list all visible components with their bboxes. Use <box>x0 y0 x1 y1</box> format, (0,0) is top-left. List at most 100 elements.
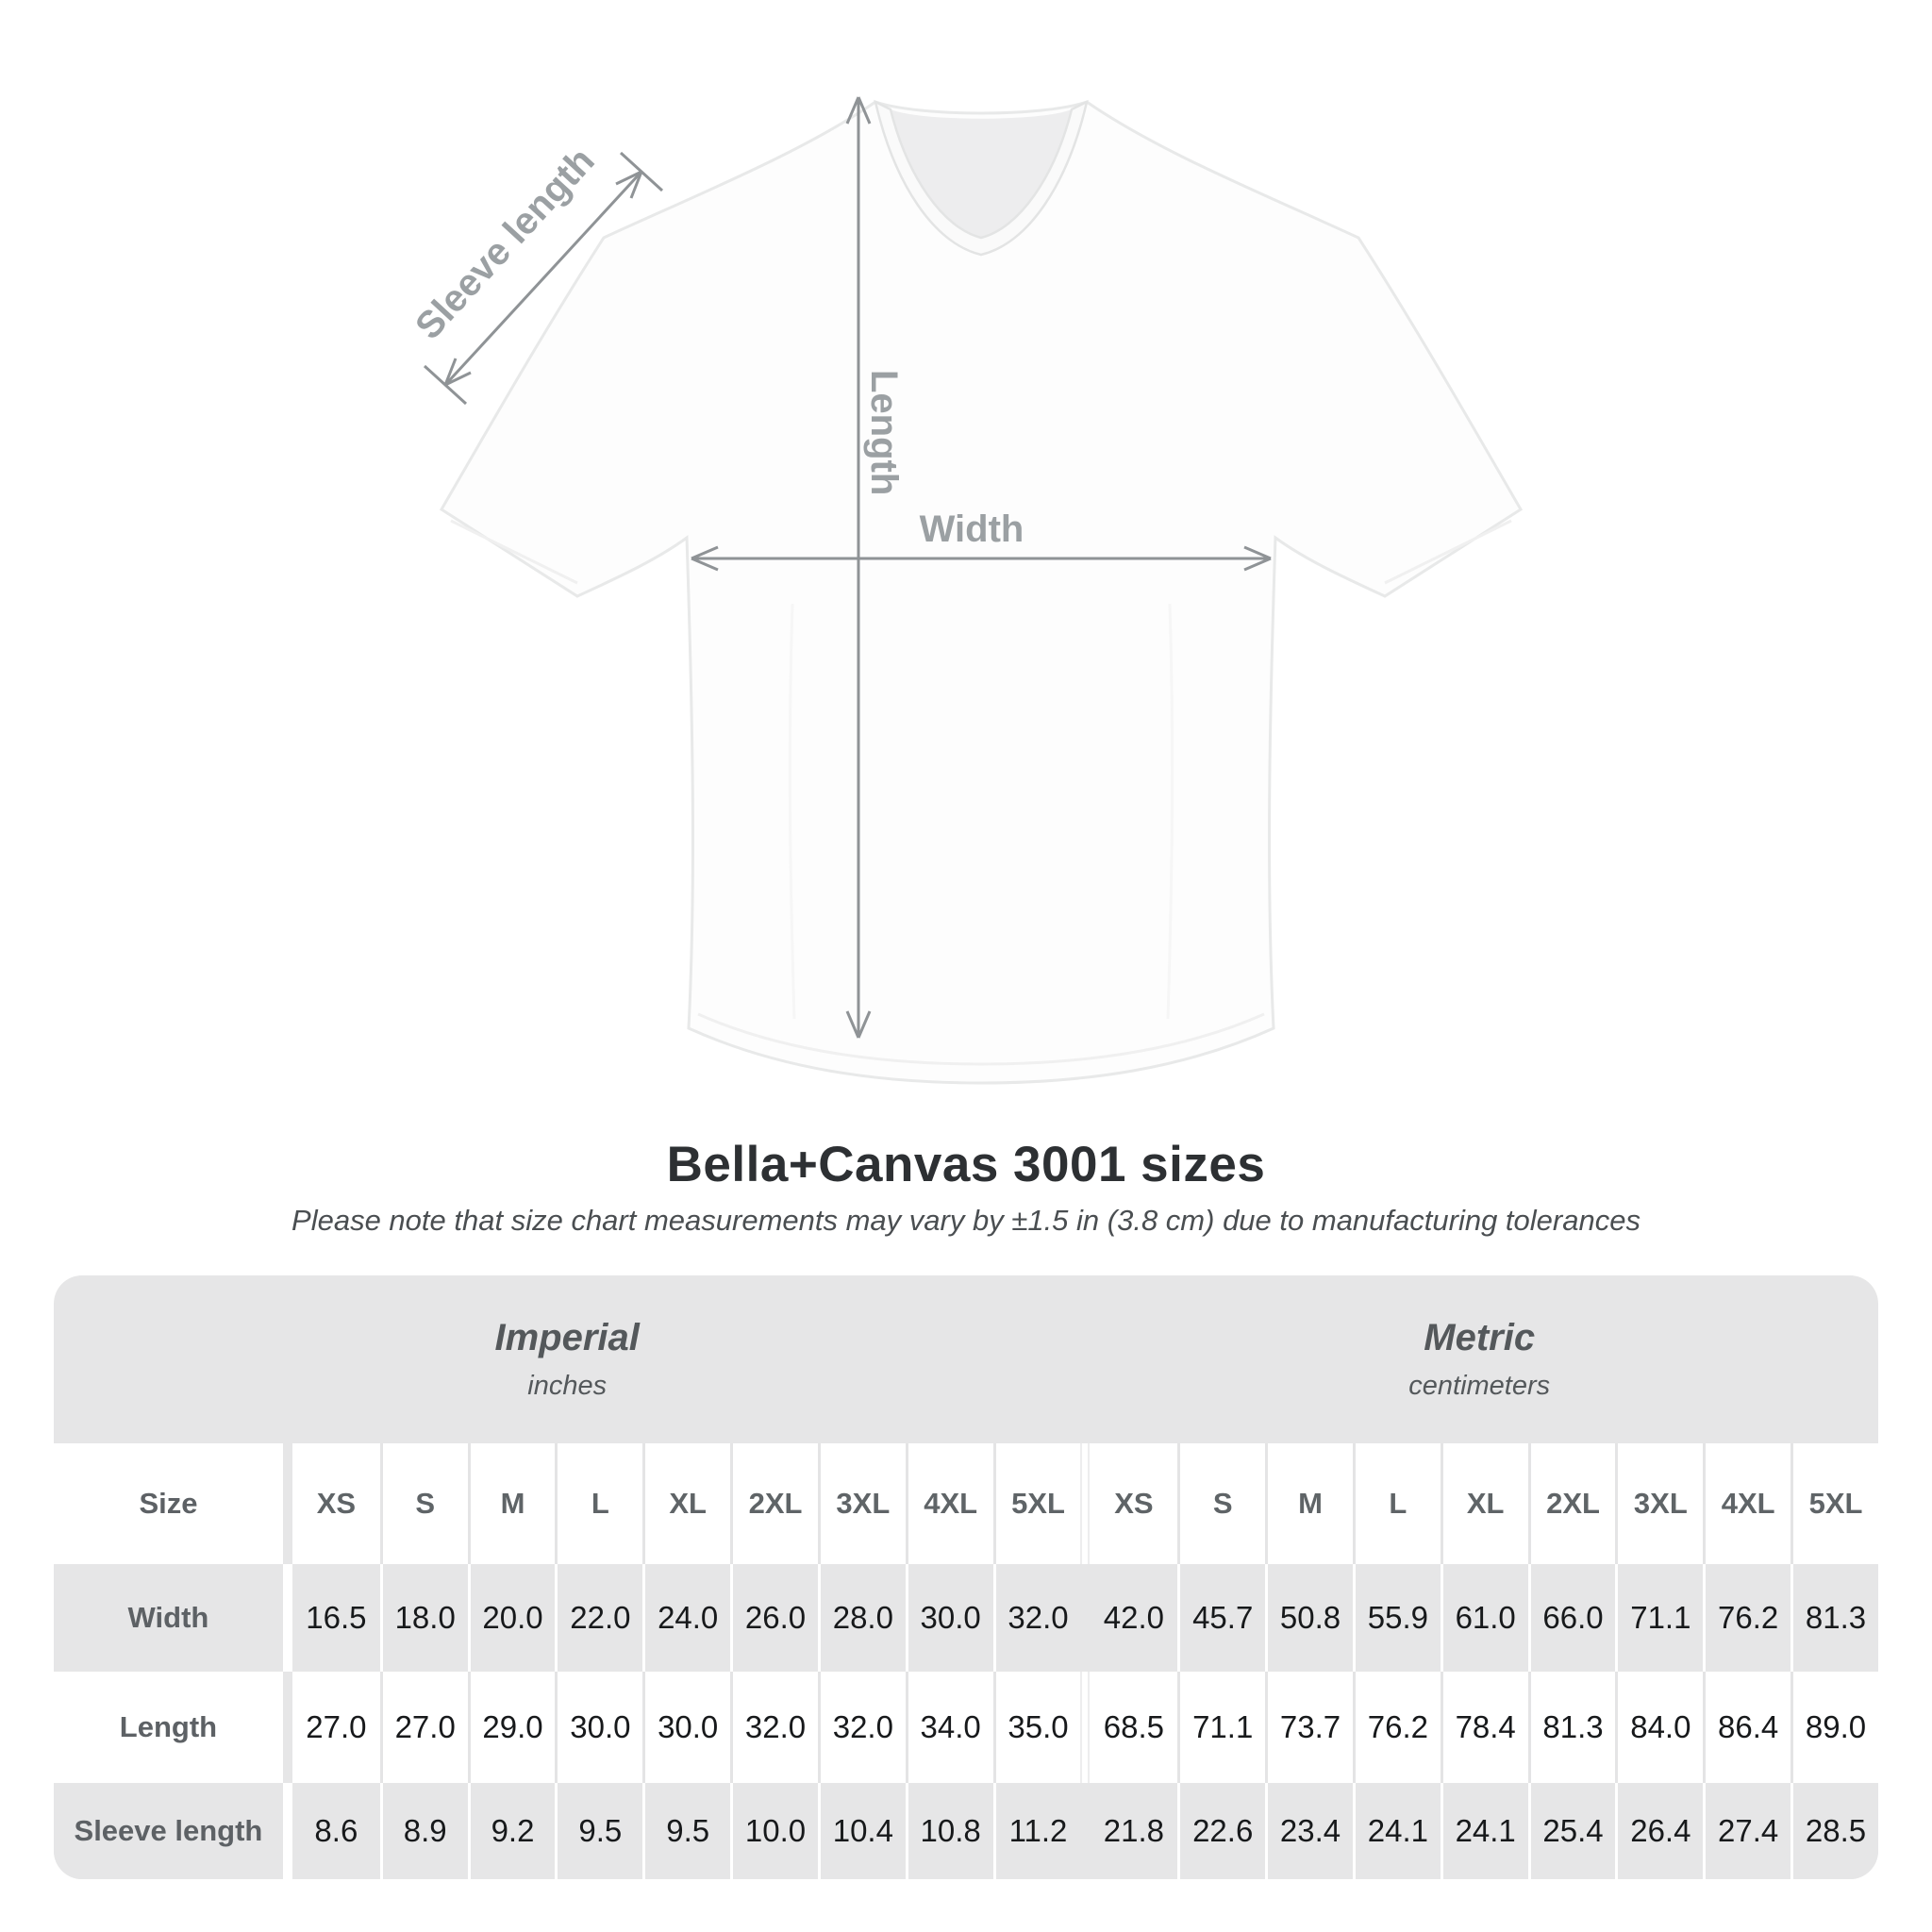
length-metric-cell: 76.2 <box>1352 1672 1441 1783</box>
unit-group-divider <box>1080 1783 1091 1879</box>
width-imperial-cell: 18.0 <box>379 1564 468 1672</box>
length-imperial-cell: 27.0 <box>379 1672 468 1783</box>
imperial-group-unit: inches <box>527 1371 608 1401</box>
length-metric-cell: 86.4 <box>1703 1672 1791 1783</box>
sleeve-metric-cell: 21.8 <box>1090 1783 1178 1879</box>
size-table-card: Imperial inches Metric centimeters Size … <box>54 1275 1878 1879</box>
size-header: XS <box>291 1443 380 1564</box>
size-header: S <box>379 1443 468 1564</box>
length-metric-cell: 84.0 <box>1615 1672 1704 1783</box>
length-imperial-cell: 35.0 <box>992 1672 1081 1783</box>
size-header: 2XL <box>1527 1443 1616 1564</box>
tshirt-graphic <box>439 99 1524 1085</box>
width-imperial-cell: 26.0 <box>730 1564 818 1672</box>
size-header: M <box>1265 1443 1353 1564</box>
unit-group-divider <box>1080 1443 1091 1564</box>
sleeve-metric-cell: 28.5 <box>1790 1783 1878 1879</box>
length-dimension-line <box>845 96 872 1039</box>
sleeve-metric-cell: 26.4 <box>1615 1783 1704 1879</box>
length-metric-cell: 68.5 <box>1090 1672 1178 1783</box>
length-imperial-cell: 32.0 <box>730 1672 818 1783</box>
label-column-divider <box>282 1672 292 1783</box>
table-row-width: Width 16.5 18.0 20.0 22.0 24.0 26.0 28.0… <box>54 1564 1878 1672</box>
length-metric-cell: 78.4 <box>1440 1672 1528 1783</box>
size-table: Imperial inches Metric centimeters Size … <box>54 1275 1878 1879</box>
sleeve-imperial-cell: 8.9 <box>379 1783 468 1879</box>
tolerance-note: Please note that size chart measurements… <box>291 1204 1641 1237</box>
length-imperial-cell: 30.0 <box>555 1672 643 1783</box>
unit-group-divider <box>1080 1564 1091 1672</box>
sleeve-imperial-cell: 9.2 <box>467 1783 556 1879</box>
width-imperial-cell: 30.0 <box>905 1564 993 1672</box>
metric-group-title: Metric <box>1424 1317 1536 1358</box>
width-imperial-cell: 22.0 <box>555 1564 643 1672</box>
width-imperial-cell: 32.0 <box>992 1564 1081 1672</box>
width-imperial-cell: 24.0 <box>642 1564 731 1672</box>
sleeve-imperial-cell: 10.8 <box>905 1783 993 1879</box>
size-header: 3XL <box>1615 1443 1704 1564</box>
length-metric-cell: 71.1 <box>1177 1672 1266 1783</box>
length-imperial-cell: 29.0 <box>467 1672 556 1783</box>
size-header: XL <box>642 1443 731 1564</box>
width-metric-cell: 61.0 <box>1440 1564 1528 1672</box>
page-title: Bella+Canvas 3001 sizes <box>666 1137 1266 1192</box>
left-cuff-stitch <box>450 519 578 585</box>
hem-stitch-line <box>697 1012 1265 1066</box>
size-header: M <box>467 1443 556 1564</box>
width-dimension-label: Width <box>920 508 1024 550</box>
length-imperial-cell: 30.0 <box>642 1672 731 1783</box>
length-dimension-label: Length <box>863 370 905 495</box>
imperial-group-header: Imperial inches <box>54 1275 1080 1443</box>
size-header: 4XL <box>905 1443 993 1564</box>
size-header: 3XL <box>817 1443 906 1564</box>
table-row-length: Length 27.0 27.0 29.0 30.0 30.0 32.0 32.… <box>54 1672 1878 1783</box>
size-header: 4XL <box>1703 1443 1791 1564</box>
metric-group-header: Metric centimeters <box>1080 1275 1878 1443</box>
width-imperial-cell: 20.0 <box>467 1564 556 1672</box>
unit-group-row: Imperial inches Metric centimeters <box>54 1275 1878 1443</box>
width-imperial-cell: 28.0 <box>817 1564 906 1672</box>
width-metric-cell: 71.1 <box>1615 1564 1704 1672</box>
size-header: XL <box>1440 1443 1528 1564</box>
tshirt-body <box>439 100 1524 1085</box>
size-header: S <box>1177 1443 1266 1564</box>
right-cuff-stitch <box>1384 519 1512 585</box>
row-label: Sleeve length <box>54 1783 283 1879</box>
tshirt-measurement-diagram: Length Width Sleeve length <box>408 96 1524 1085</box>
label-column-divider <box>282 1564 292 1672</box>
sleeve-metric-cell: 24.1 <box>1352 1783 1441 1879</box>
collar-band <box>874 99 1089 257</box>
length-metric-cell: 73.7 <box>1265 1672 1353 1783</box>
width-dimension-line <box>691 545 1272 572</box>
width-metric-cell: 81.3 <box>1790 1564 1878 1672</box>
size-header: 2XL <box>730 1443 818 1564</box>
sleeve-metric-cell: 24.1 <box>1440 1783 1528 1879</box>
length-metric-cell: 81.3 <box>1527 1672 1616 1783</box>
row-label: Width <box>54 1564 283 1672</box>
label-column-divider <box>282 1783 292 1879</box>
sleeve-metric-cell: 22.6 <box>1177 1783 1266 1879</box>
size-header-row: Size XS S M L XL 2XL 3XL 4XL 5XL XS S M … <box>54 1443 1878 1564</box>
unit-group-divider <box>1080 1672 1091 1783</box>
length-imperial-cell: 34.0 <box>905 1672 993 1783</box>
sleeve-metric-cell: 25.4 <box>1527 1783 1616 1879</box>
width-metric-cell: 76.2 <box>1703 1564 1791 1672</box>
imperial-group-title: Imperial <box>494 1317 640 1358</box>
width-metric-cell: 45.7 <box>1177 1564 1266 1672</box>
size-header: L <box>1352 1443 1441 1564</box>
row-label: Length <box>54 1672 283 1783</box>
size-header: XS <box>1090 1443 1178 1564</box>
sleeve-imperial-cell: 8.6 <box>291 1783 380 1879</box>
body-crease-left <box>788 603 796 1020</box>
length-metric-cell: 89.0 <box>1790 1672 1878 1783</box>
sleeve-imperial-cell: 9.5 <box>555 1783 643 1879</box>
size-header: L <box>555 1443 643 1564</box>
size-corner-label: Size <box>54 1443 283 1564</box>
size-header: 5XL <box>992 1443 1081 1564</box>
width-metric-cell: 50.8 <box>1265 1564 1353 1672</box>
body-crease-right <box>1166 603 1174 1020</box>
width-metric-cell: 66.0 <box>1527 1564 1616 1672</box>
width-imperial-cell: 16.5 <box>291 1564 380 1672</box>
sleeve-imperial-cell: 10.0 <box>730 1783 818 1879</box>
